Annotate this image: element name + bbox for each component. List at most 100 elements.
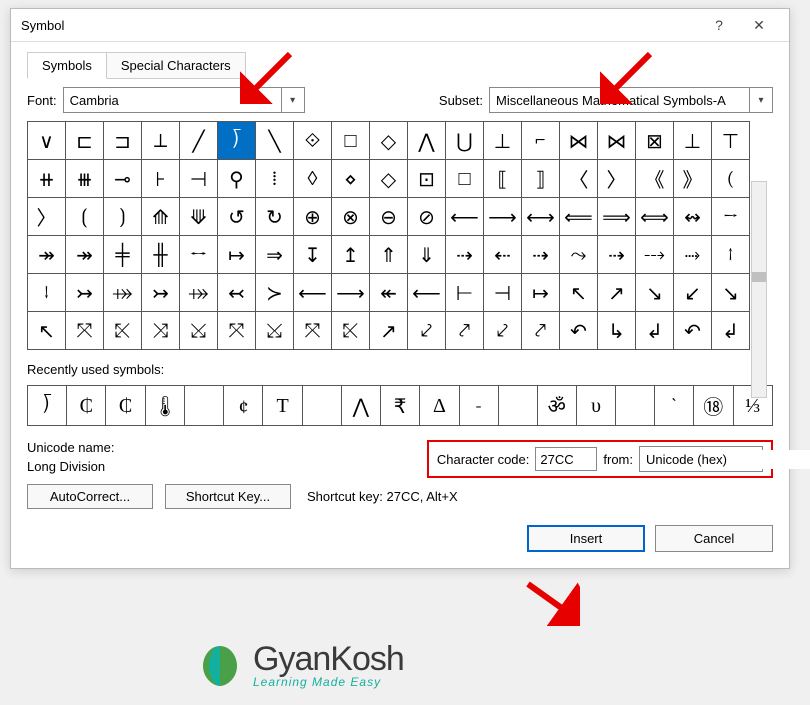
symbol-cell[interactable]: ⌐ [522, 122, 560, 160]
symbol-cell[interactable]: ∨ [28, 122, 66, 160]
chevron-down-icon[interactable]: ▾ [749, 88, 772, 112]
symbol-cell[interactable]: ⧺ [28, 160, 66, 198]
recent-symbol-cell[interactable] [498, 386, 537, 426]
cancel-button[interactable]: Cancel [655, 525, 773, 552]
symbol-cell[interactable]: ↓ [28, 274, 66, 312]
symbol-cell[interactable]: ↞ [370, 274, 408, 312]
char-code-input[interactable] [535, 447, 597, 471]
recent-symbol-cell[interactable]: ⋀ [341, 386, 380, 426]
from-combo[interactable]: ▾ [639, 446, 763, 472]
recent-symbol-cell[interactable]: ⟌ [28, 386, 67, 426]
symbol-cell[interactable]: → [712, 198, 750, 236]
font-combo[interactable]: ▾ [63, 87, 305, 113]
symbol-cell[interactable]: ⁞ [256, 160, 294, 198]
symbol-cell[interactable]: ⟵ [446, 198, 484, 236]
recent-symbol-cell[interactable]: - [459, 386, 498, 426]
symbol-cell[interactable]: ⟧ [522, 160, 560, 198]
symbol-cell[interactable]: ⇢ [446, 236, 484, 274]
recent-symbol-cell[interactable]: ₵ [67, 386, 106, 426]
symbol-cell[interactable]: ≻ [256, 274, 294, 312]
tab-symbols[interactable]: Symbols [27, 52, 107, 79]
scrollbar-thumb[interactable] [752, 272, 766, 282]
symbol-cell[interactable]: ⟂ [142, 122, 180, 160]
symbol-cell[interactable]: ↗ [598, 274, 636, 312]
chevron-down-icon[interactable]: ▾ [281, 88, 304, 112]
symbol-cell[interactable]: ⤏ [636, 236, 674, 274]
help-button[interactable]: ? [699, 10, 739, 40]
symbol-cell[interactable]: ⊸ [104, 160, 142, 198]
symbol-cell[interactable]: ⊕ [294, 198, 332, 236]
symbol-cell[interactable]: ↘ [712, 274, 750, 312]
recent-symbol-cell[interactable]: ₵ [106, 386, 145, 426]
symbol-cell[interactable]: ⇢ [522, 236, 560, 274]
symbol-cell[interactable]: ⤩ [180, 312, 218, 350]
font-input[interactable] [64, 91, 281, 110]
symbol-cell[interactable]: ⟰ [142, 198, 180, 236]
subset-input[interactable] [490, 91, 749, 110]
symbol-cell[interactable]: ⊖ [370, 198, 408, 236]
symbol-cell[interactable]: 〈 [560, 160, 598, 198]
symbol-cell[interactable]: ↦ [218, 236, 256, 274]
symbol-cell[interactable]: ↣ [142, 274, 180, 312]
symbol-cell[interactable]: ◇ [370, 122, 408, 160]
symbol-cell[interactable]: ⊏ [66, 122, 104, 160]
symbol-cell[interactable]: ⟸ [560, 198, 598, 236]
symbol-cell[interactable]: ⊡ [408, 160, 446, 198]
symbol-cell[interactable]: ⇑ [370, 236, 408, 274]
symbol-cell[interactable]: ⤀ [180, 274, 218, 312]
recent-symbols[interactable]: ⟌₵₵🌡¢Τ⋀₹Δ-ॐυ`⑱⅓ [27, 385, 773, 426]
symbol-cell[interactable]: ⤤ [522, 312, 560, 350]
recent-symbol-cell[interactable]: ⑱ [694, 386, 733, 426]
symbol-cell[interactable]: ⤦ [408, 312, 446, 350]
symbol-cell[interactable]: ⟺ [636, 198, 674, 236]
symbol-cell[interactable]: ⋄ [332, 160, 370, 198]
symbol-cell[interactable]: ↘ [636, 274, 674, 312]
symbol-cell[interactable]: ⊥ [484, 122, 522, 160]
symbol-cell[interactable]: ⊤ [712, 122, 750, 160]
symbol-cell[interactable]: 》 [674, 160, 712, 198]
symbol-cell[interactable]: ( [712, 160, 750, 198]
symbol-cell[interactable]: □ [446, 160, 484, 198]
symbol-cell[interactable]: ↣ [66, 274, 104, 312]
recent-symbol-cell[interactable]: 🌡 [145, 386, 185, 426]
tab-special[interactable]: Special Characters [106, 52, 246, 79]
symbol-cell[interactable]: ↻ [256, 198, 294, 236]
symbol-cell[interactable]: ↲ [712, 312, 750, 350]
recent-symbol-cell[interactable]: ` [655, 386, 694, 426]
symbol-cell[interactable]: ⟌ [218, 122, 256, 160]
recent-symbol-cell[interactable]: ¢ [224, 386, 263, 426]
symbol-cell[interactable]: ⟐ [294, 122, 332, 160]
symbol-cell[interactable]: ↦ [522, 274, 560, 312]
symbol-cell[interactable]: ⋈ [598, 122, 636, 160]
symbol-cell[interactable]: ⊦ [142, 160, 180, 198]
symbol-cell[interactable]: ⊣ [484, 274, 522, 312]
symbol-cell[interactable]: ↥ [332, 236, 370, 274]
symbol-cell[interactable]: ◇ [370, 160, 408, 198]
symbol-cell[interactable]: ⟦ [484, 160, 522, 198]
symbol-cell[interactable]: ⇠ [484, 236, 522, 274]
recent-symbol-cell[interactable]: ॐ [537, 386, 576, 426]
symbol-cell[interactable]: ↗ [370, 312, 408, 350]
symbol-cell[interactable]: ╪ [104, 236, 142, 274]
symbol-cell[interactable]: 〉 [28, 198, 66, 236]
symbol-cell[interactable]: ⋃ [446, 122, 484, 160]
symbol-cell[interactable]: ⤧ [66, 312, 104, 350]
symbol-cell[interactable]: ↠ [28, 236, 66, 274]
close-button[interactable]: ✕ [739, 10, 779, 40]
symbol-cell[interactable]: ⊠ [636, 122, 674, 160]
symbol-cell[interactable]: ⤀ [104, 274, 142, 312]
symbol-cell[interactable]: ╱ [180, 122, 218, 160]
symbol-cell[interactable]: ⟯ [104, 198, 142, 236]
symbol-cell[interactable]: ↙ [674, 274, 712, 312]
symbol-cell[interactable]: ⤤ [446, 312, 484, 350]
symbol-cell[interactable]: ╲ [256, 122, 294, 160]
symbol-cell[interactable]: ⊣ [180, 160, 218, 198]
recent-symbol-cell[interactable]: υ [576, 386, 615, 426]
symbol-cell[interactable]: ↳ [598, 312, 636, 350]
symbol-cell[interactable]: 〉 [598, 160, 636, 198]
symbol-cell[interactable]: ↔ [180, 236, 218, 274]
symbol-cell[interactable]: ⤧ [218, 312, 256, 350]
symbol-cell[interactable]: ↖ [560, 274, 598, 312]
symbol-cell[interactable]: ↲ [636, 312, 674, 350]
recent-symbol-cell[interactable]: Τ [263, 386, 302, 426]
